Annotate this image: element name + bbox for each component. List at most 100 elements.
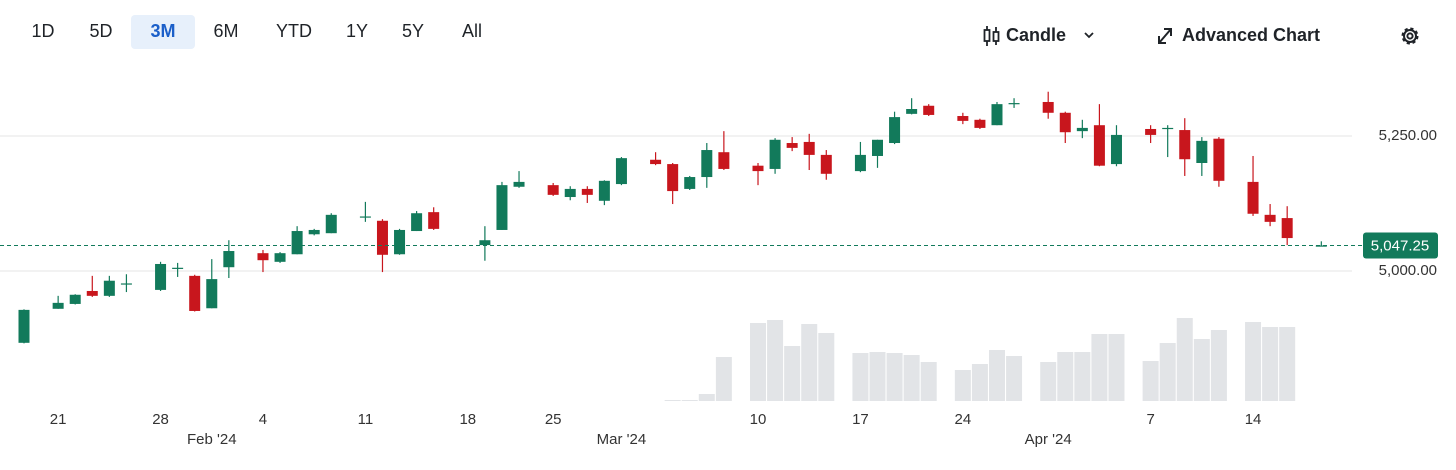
candle-body	[1213, 138, 1225, 181]
candle-body	[564, 188, 576, 198]
range-button[interactable]: 5Y	[402, 21, 424, 41]
x-tick-label: Mar '24	[597, 431, 647, 448]
volume-bar	[1006, 356, 1023, 401]
candle-body	[1076, 127, 1088, 132]
x-tick-label: 11	[358, 411, 374, 428]
candle-body	[667, 164, 679, 192]
expand-icon[interactable]	[1158, 28, 1172, 44]
candle-body	[701, 150, 713, 178]
candle-body	[257, 253, 269, 261]
volume-bar	[1245, 322, 1262, 401]
candle-body	[1110, 134, 1122, 165]
candle-body	[786, 143, 798, 148]
x-tick-label: 25	[545, 411, 562, 428]
volume-bar	[903, 355, 920, 401]
x-tick-label: 14	[1245, 411, 1262, 428]
candle-body	[1162, 127, 1174, 130]
range-button[interactable]: 5D	[89, 21, 112, 41]
candle-body	[906, 109, 918, 114]
candle-body	[103, 280, 115, 296]
candle-body	[223, 251, 235, 268]
candle-body	[957, 116, 969, 121]
x-tick-label: 7	[1146, 411, 1154, 428]
chevron-icon[interactable]	[1084, 32, 1094, 39]
candle-body	[1042, 101, 1054, 113]
volume-bar	[1091, 334, 1108, 401]
candle-body	[1196, 140, 1208, 163]
volume-bar	[920, 362, 937, 401]
candle-body	[803, 141, 815, 155]
x-tick-label: 17	[852, 411, 869, 428]
candle-body	[854, 154, 866, 172]
x-tick-label: 18	[459, 411, 476, 428]
volume-bar	[784, 346, 801, 401]
candle-body	[547, 185, 559, 195]
candle-body	[513, 181, 525, 187]
candle-body	[325, 214, 337, 234]
volume-bar	[1108, 334, 1125, 401]
candle-body	[376, 220, 388, 255]
range-button[interactable]: YTD	[276, 21, 312, 41]
chart-type-button[interactable]: Candle	[1006, 25, 1066, 45]
volume-bar	[1176, 318, 1193, 401]
candle-body	[769, 139, 781, 169]
range-button[interactable]: 6M	[213, 21, 238, 41]
volume-bar	[698, 394, 715, 401]
candle-body	[428, 212, 440, 229]
candle-body	[155, 263, 167, 290]
x-tick-label: 24	[955, 411, 972, 428]
volume-bar	[767, 320, 784, 401]
range-button[interactable]: All	[462, 21, 482, 41]
range-button[interactable]: 1D	[31, 21, 54, 41]
settings-icon[interactable]	[1401, 27, 1419, 45]
volume-bar	[681, 400, 698, 401]
candle-body	[752, 165, 764, 172]
candle-body	[889, 117, 901, 144]
candle-body	[1093, 125, 1105, 166]
x-tick-label: Apr '24	[1025, 431, 1072, 448]
candle-body	[86, 290, 98, 296]
volume-bar	[988, 350, 1005, 401]
last-price-box	[1363, 232, 1438, 259]
candle-body	[52, 302, 64, 309]
candle-body	[120, 283, 132, 285]
y-tick-label: 5,250.00	[1379, 127, 1437, 144]
candle-body	[308, 229, 320, 235]
candle-body	[991, 104, 1003, 126]
range-selected-bg	[131, 15, 195, 49]
candle-body	[394, 229, 406, 255]
volume-bar	[1262, 327, 1279, 401]
candle-body	[615, 158, 627, 185]
candle-body	[598, 180, 610, 201]
volume-bar	[715, 357, 732, 401]
candle-body	[1179, 130, 1191, 160]
candle-body	[69, 294, 81, 304]
range-button[interactable]: 3M	[150, 21, 175, 41]
candle-body	[479, 240, 491, 246]
advanced-chart-button[interactable]: Advanced Chart	[1182, 25, 1320, 45]
volume-bar	[869, 352, 886, 401]
last-price-label: 5,047.25	[1371, 237, 1429, 254]
volume-bar	[1210, 330, 1227, 401]
candle-body	[650, 159, 662, 165]
candle-body	[718, 152, 730, 169]
candle-body	[291, 231, 303, 255]
candle-body	[923, 105, 935, 115]
volume-bar	[750, 323, 767, 401]
range-button[interactable]: 1Y	[346, 21, 368, 41]
volume-bar	[886, 353, 903, 401]
candle-body	[411, 213, 423, 232]
volume-bar	[1159, 343, 1176, 401]
volume-bar	[664, 400, 681, 401]
candle-body	[18, 309, 30, 343]
candle-body	[1315, 245, 1327, 247]
volume-bar	[1057, 352, 1074, 401]
candle-icon[interactable]	[983, 26, 1000, 46]
volume-bar	[1040, 362, 1057, 401]
x-tick-label: 28	[152, 411, 169, 428]
candle-body	[1008, 103, 1020, 105]
volume-bar	[954, 370, 971, 401]
volume-bar	[1279, 327, 1296, 401]
